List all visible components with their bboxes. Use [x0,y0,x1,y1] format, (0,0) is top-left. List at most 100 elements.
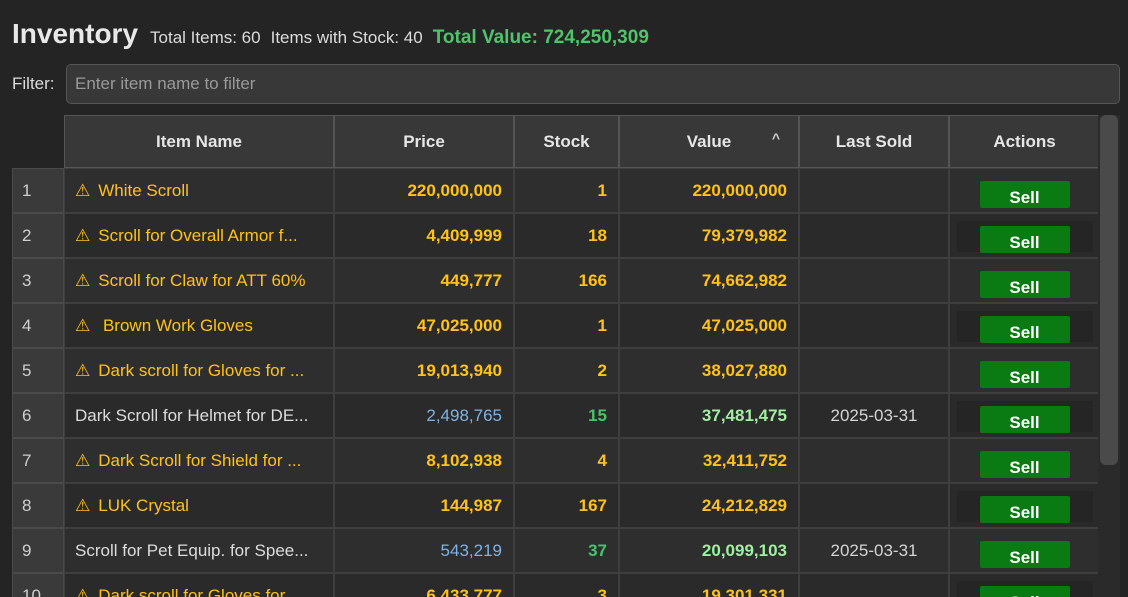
warning-icon: ⚠ [75,495,91,515]
value-cell: 20,099,103 [619,528,799,573]
value-cell: 19,301,331 [619,573,799,597]
item-name: Dark Scroll for Shield for ... [98,450,302,470]
item-name-cell: ⚠ White Scroll [64,168,334,213]
warning-icon: ⚠ [75,270,91,290]
index-cell: 6 [12,393,64,438]
warning-icon: ⚠ [75,360,91,380]
column-header-actions[interactable]: Actions [949,115,1100,168]
index-cell: 9 [12,528,64,573]
table-row[interactable]: 4 ⚠ Brown Work Gloves 47,025,000 1 47,025,00… [12,303,1100,348]
column-header-label: Actions [993,131,1056,151]
sell-button[interactable]: Sell [979,226,1070,253]
item-name-cell: ⚠ Scroll for Claw for ATT 60% [64,258,334,303]
actions-cell: Sell [949,303,1100,348]
stock-cell: 166 [514,258,619,303]
column-header-item-name[interactable]: Item Name [64,115,334,168]
item-name-cell: ⚠ Dark scroll for Gloves for ... [64,348,334,393]
item-name: LUK Crystal [98,495,189,515]
table-row[interactable]: 2 ⚠ Scroll for Overall Armor f... 4,409,999… [12,213,1100,258]
sell-button[interactable]: Sell [979,181,1070,208]
stock-cell: 1 [514,303,619,348]
column-header-label: Stock [543,131,590,151]
item-name: Scroll for Pet Equip. for Spee... [75,540,309,560]
sell-button[interactable]: Sell [979,541,1070,568]
table-row[interactable]: 1 ⚠ White Scroll 220,000,000 1 220,000,000 Sel… [12,168,1100,213]
value-cell: 32,411,752 [619,438,799,483]
sell-button[interactable]: Sell [979,586,1070,597]
item-name-cell: ⚠ LUK Crystal [64,483,334,528]
page-title: Inventory [12,18,139,49]
sell-button[interactable]: Sell [979,406,1070,433]
last-sold-cell [799,258,949,303]
price-cell: 449,777 [334,258,514,303]
table-corner [12,115,64,168]
column-header-label: Item Name [156,131,242,151]
value-cell: 24,212,829 [619,483,799,528]
filter-row: Filter: [12,64,1120,104]
items-with-stock: Items with Stock: 40 [270,28,423,47]
page-header: Inventory Total Items: 60 Items with Sto… [12,18,649,54]
table-row[interactable]: 6 Dark Scroll for Helmet for DE... 2,498,7… [12,393,1100,438]
column-header-value[interactable]: Value ^ [619,115,799,168]
item-name-cell: ⚠ Brown Work Gloves [64,303,334,348]
index-cell: 5 [12,348,64,393]
sell-button[interactable]: Sell [979,316,1070,343]
last-sold-cell [799,303,949,348]
table-row[interactable]: 3 ⚠ Scroll for Claw for ATT 60% 449,777 166 7… [12,258,1100,303]
stock-cell: 18 [514,213,619,258]
column-header-price[interactable]: Price [334,115,514,168]
table-row[interactable]: 9 Scroll for Pet Equip. for Spee... 543,21… [12,528,1100,573]
filter-input[interactable] [66,64,1120,104]
table-row[interactable]: 8 ⚠ LUK Crystal 144,987 167 24,212,829 Sell [12,483,1100,528]
value-cell: 74,662,982 [619,258,799,303]
price-cell: 2,498,765 [334,393,514,438]
column-header-label: Value [686,131,732,151]
filter-label: Filter: [12,74,55,93]
actions-cell: Sell [949,483,1100,528]
last-sold-cell [799,438,949,483]
stock-cell: 3 [514,573,619,597]
item-name: Scroll for Claw for ATT 60% [98,270,306,290]
value-cell: 79,379,982 [619,213,799,258]
sell-button[interactable]: Sell [979,271,1070,298]
sort-ascending-icon: ^ [771,130,780,146]
index-cell: 1 [12,168,64,213]
item-name-cell: Scroll for Pet Equip. for Spee... [64,528,334,573]
column-header-label: Price [403,131,445,151]
actions-cell: Sell [949,393,1100,438]
index-cell: 10 [12,573,64,597]
actions-cell: Sell [949,168,1100,213]
item-name: Dark scroll for Gloves for ... [98,360,305,380]
item-name: Scroll for Overall Armor f... [98,225,298,245]
column-header-label: Last Sold [835,131,913,151]
vertical-scrollbar[interactable] [1098,115,1120,597]
table-row[interactable]: 10 ⚠ Dark scroll for Gloves for ... 6,433,7… [12,573,1100,597]
item-name: White Scroll [98,180,189,200]
item-name: Dark scroll for Gloves for ... [98,585,305,597]
item-name: Dark Scroll for Helmet for DE... [75,405,309,425]
item-name-cell: ⚠ Scroll for Overall Armor f... [64,213,334,258]
value-cell: 37,481,475 [619,393,799,438]
last-sold-cell [799,168,949,213]
table-row[interactable]: 5 ⚠ Dark scroll for Gloves for ... 19,013,9… [12,348,1100,393]
value-cell: 47,025,000 [619,303,799,348]
stock-cell: 2 [514,348,619,393]
column-header-last-sold[interactable]: Last Sold [799,115,949,168]
last-sold-cell [799,348,949,393]
sell-button[interactable]: Sell [979,451,1070,478]
item-name-cell: Dark Scroll for Helmet for DE... [64,393,334,438]
price-cell: 144,987 [334,483,514,528]
last-sold-cell [799,483,949,528]
stock-cell: 167 [514,483,619,528]
value-cell: 220,000,000 [619,168,799,213]
table-row[interactable]: 7 ⚠ Dark Scroll for Shield for ... 8,102,93… [12,438,1100,483]
column-header-stock[interactable]: Stock [514,115,619,168]
last-sold-cell [799,573,949,597]
last-sold-cell: 2025-03-31 [799,393,949,438]
stock-cell: 1 [514,168,619,213]
sell-button[interactable]: Sell [979,496,1070,523]
last-sold-cell: 2025-03-31 [799,528,949,573]
item-name-cell: ⚠ Dark Scroll for Shield for ... [64,438,334,483]
scrollbar-thumb[interactable] [1100,115,1118,465]
sell-button[interactable]: Sell [979,361,1070,388]
